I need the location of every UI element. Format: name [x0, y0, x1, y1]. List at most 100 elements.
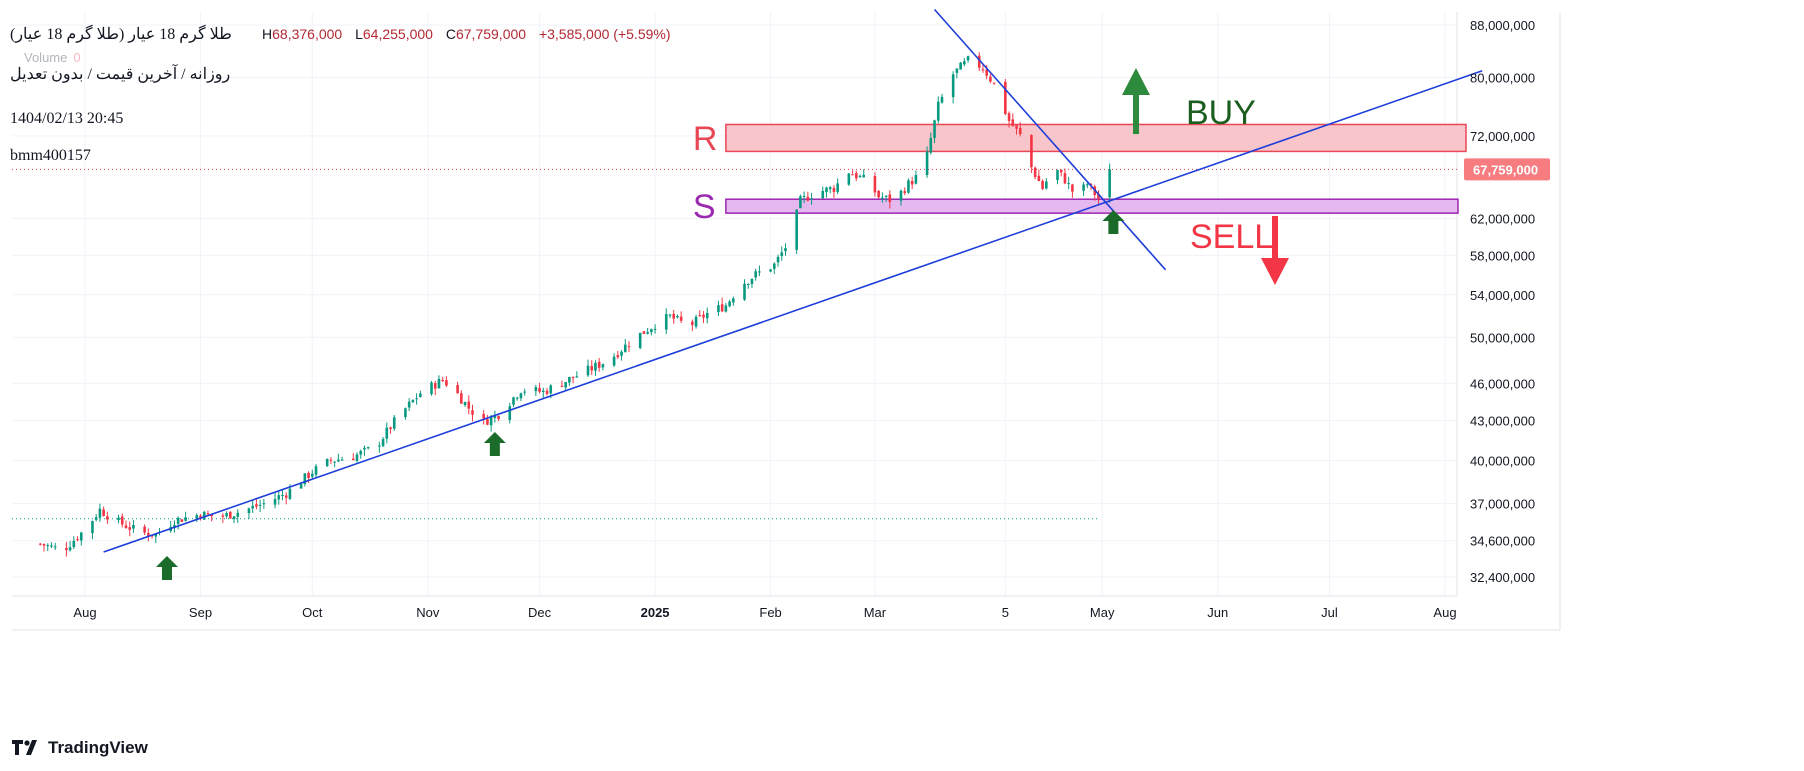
- candle-body: [601, 364, 605, 368]
- candle-body: [724, 305, 728, 312]
- candle-body: [992, 82, 996, 84]
- candle-body: [381, 439, 385, 447]
- candle-body: [862, 174, 866, 178]
- candle-body: [202, 511, 206, 520]
- candle-body: [1108, 169, 1111, 198]
- candle-body: [1059, 169, 1063, 173]
- candle-body: [415, 398, 418, 400]
- candle-body: [858, 175, 862, 177]
- x-tick-label: Mar: [864, 605, 887, 620]
- candle-body: [221, 515, 225, 517]
- low-value: 64,255,000: [362, 26, 433, 42]
- candle-body: [899, 190, 903, 201]
- candle-body: [441, 380, 444, 382]
- x-tick-label: Aug: [73, 605, 96, 620]
- candle-body: [758, 271, 761, 273]
- candle-body: [1037, 175, 1041, 182]
- candle-body: [691, 321, 694, 325]
- candle-body: [542, 390, 545, 393]
- candle-body: [795, 209, 798, 250]
- y-tick-label: 43,000,000: [1470, 414, 1535, 429]
- candle-body: [154, 533, 158, 537]
- candle-body: [642, 331, 646, 334]
- candle-body: [977, 55, 981, 68]
- candle-body: [590, 366, 594, 371]
- candle-body: [333, 461, 336, 463]
- tradingview-brand[interactable]: TradingView: [12, 738, 148, 758]
- candle-body: [1097, 193, 1100, 199]
- candle-body: [281, 495, 284, 497]
- candle-body: [989, 76, 992, 82]
- candle-body: [750, 278, 754, 284]
- candle-body: [437, 378, 441, 389]
- low-key: L: [355, 26, 363, 42]
- resistance-label: R: [693, 120, 718, 158]
- candle-body: [124, 525, 128, 529]
- candle-body: [385, 427, 389, 439]
- candle-body: [463, 402, 467, 405]
- candle-body: [586, 365, 590, 376]
- candle-body: [627, 346, 631, 348]
- y-axis[interactable]: 32,400,000 34,600,000 37,000,000 40,000,000…: [1464, 18, 1550, 585]
- candle-body: [836, 183, 839, 192]
- candle-body: [523, 391, 526, 393]
- candle-body: [288, 488, 292, 499]
- candle-body: [650, 329, 653, 333]
- candle-body: [430, 382, 433, 395]
- bounce-arrow-icon: [1102, 210, 1125, 234]
- candle-body: [936, 101, 940, 121]
- x-tick-label: 2025: [641, 605, 670, 620]
- candle-body: [907, 180, 910, 193]
- candle-body: [698, 315, 702, 317]
- candle-body: [519, 393, 523, 399]
- x-axis[interactable]: Aug Sep Oct Nov Dec 2025 Feb Mar 5 May Jun Jul Aug: [73, 605, 1456, 620]
- high-key: H: [262, 26, 273, 42]
- candle-body: [672, 313, 676, 319]
- x-tick-label: Jun: [1207, 605, 1228, 620]
- ascending-trendline: [103, 70, 1483, 553]
- candle-body: [366, 447, 370, 449]
- candle-body: [299, 483, 303, 489]
- candle-body: [717, 305, 720, 313]
- candle-body: [940, 96, 944, 103]
- buy-label: BUY: [1186, 94, 1256, 132]
- candle-body: [38, 543, 42, 545]
- candle-body: [679, 316, 683, 321]
- candle-body: [769, 269, 772, 272]
- candle-body: [94, 517, 98, 520]
- y-tick-label: 62,000,000: [1470, 211, 1535, 226]
- candle-body: [303, 473, 307, 484]
- candle-body: [1004, 81, 1007, 114]
- x-tick-label: Jul: [1321, 605, 1338, 620]
- candle-body: [314, 466, 318, 475]
- y-tick-label: 32,400,000: [1470, 570, 1535, 585]
- candle-body: [180, 519, 184, 522]
- candle-body: [784, 248, 787, 252]
- candle-body: [694, 316, 698, 327]
- candle-body: [560, 385, 564, 387]
- trendlines[interactable]: [103, 8, 1483, 553]
- candle-body: [925, 151, 929, 176]
- candle-body: [68, 547, 72, 551]
- candle-body: [702, 314, 705, 318]
- candle-body: [419, 393, 422, 398]
- candle-body: [329, 459, 333, 461]
- candle-body: [42, 543, 46, 546]
- sell-arrow-icon: [1261, 216, 1289, 285]
- candle-body: [806, 196, 810, 201]
- candle-body: [951, 74, 955, 98]
- candle-body: [575, 376, 579, 378]
- candle-body: [98, 508, 102, 518]
- tradingview-logo-icon: [12, 740, 37, 755]
- x-tick-label: Aug: [1433, 605, 1456, 620]
- candle-body: [802, 195, 806, 197]
- candle-body: [549, 385, 553, 394]
- candle-body: [933, 120, 936, 138]
- candle-body: [72, 540, 76, 548]
- candle-body: [247, 508, 251, 514]
- candle-body: [273, 499, 277, 505]
- candle-body: [128, 527, 132, 530]
- y-tick-label: 50,000,000: [1470, 330, 1535, 345]
- candle-body: [143, 526, 146, 533]
